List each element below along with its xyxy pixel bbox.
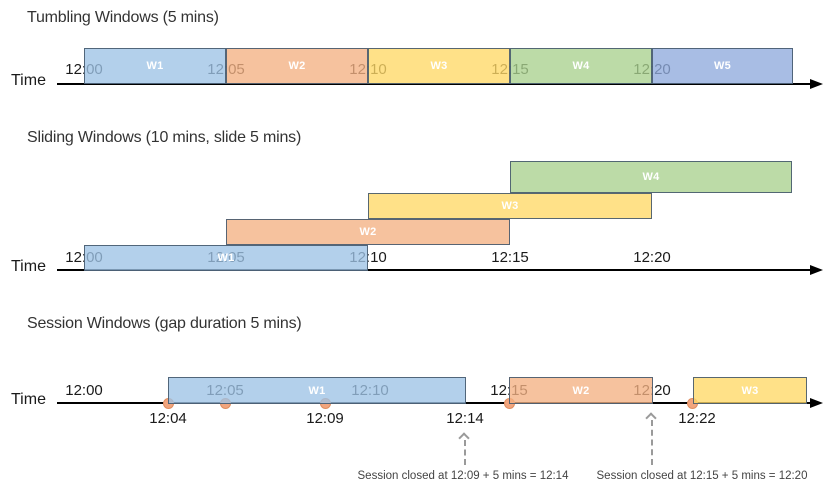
tick-label: 12:00 <box>65 382 103 399</box>
sliding-title: Sliding Windows (10 mins, slide 5 mins) <box>27 129 302 146</box>
sliding-window-w3: W3 <box>368 193 652 219</box>
tumbling-window-w4: W4 <box>510 48 652 84</box>
window-label: W5 <box>713 60 732 72</box>
window-label: W2 <box>572 384 590 397</box>
window-label: W2 <box>359 226 377 238</box>
session-close-annotation: Session closed at 12:15 + 5 mins = 12:20 <box>596 470 808 482</box>
tick-label: 12:15 <box>491 249 529 266</box>
event-time-label: 12:14 <box>446 410 484 427</box>
time-axis-label: Time <box>11 391 46 408</box>
session-close-annotation: Session closed at 12:09 + 5 mins = 12:14 <box>357 470 569 482</box>
tumbling-window-w3: W3 <box>368 48 510 84</box>
window-label: W3 <box>741 384 759 397</box>
window-label: W4 <box>572 60 590 72</box>
session-close-arrow <box>464 440 466 465</box>
time-axis-line <box>57 269 812 271</box>
window-label: W2 <box>288 60 306 72</box>
event-time-label: 12:09 <box>306 410 344 427</box>
window-label: W1 <box>217 252 235 264</box>
session-window-w2: W2 <box>509 377 653 404</box>
session-window-w1: W1 <box>168 377 466 404</box>
window-label: W4 <box>642 171 660 183</box>
window-label: W1 <box>146 60 164 72</box>
tick-label: 12:20 <box>633 249 671 266</box>
session-window-w3: W3 <box>693 377 807 404</box>
axis-arrow-icon <box>810 398 823 408</box>
axis-arrow-icon <box>810 265 823 275</box>
time-axis-label: Time <box>11 258 46 275</box>
time-axis-line <box>57 83 812 85</box>
window-label: W1 <box>308 384 326 397</box>
axis-arrow-icon <box>810 79 823 89</box>
sliding-window-w4: W4 <box>510 161 792 193</box>
sliding-window-w1: W1 <box>84 245 368 271</box>
tumbling-title: Tumbling Windows (5 mins) <box>27 9 219 26</box>
window-label: W3 <box>501 200 519 212</box>
window-label: W3 <box>430 60 448 72</box>
session-close-arrow <box>651 420 653 465</box>
tumbling-window-w1: W1 <box>84 48 226 84</box>
tumbling-window-w2: W2 <box>226 48 368 84</box>
session-title: Session Windows (gap duration 5 mins) <box>27 315 302 332</box>
tumbling-window-w5: W5 <box>652 48 793 84</box>
time-axis-label: Time <box>11 72 46 89</box>
event-time-label: 12:22 <box>678 410 716 427</box>
event-time-label: 12:04 <box>149 410 187 427</box>
sliding-window-w2: W2 <box>226 219 510 245</box>
